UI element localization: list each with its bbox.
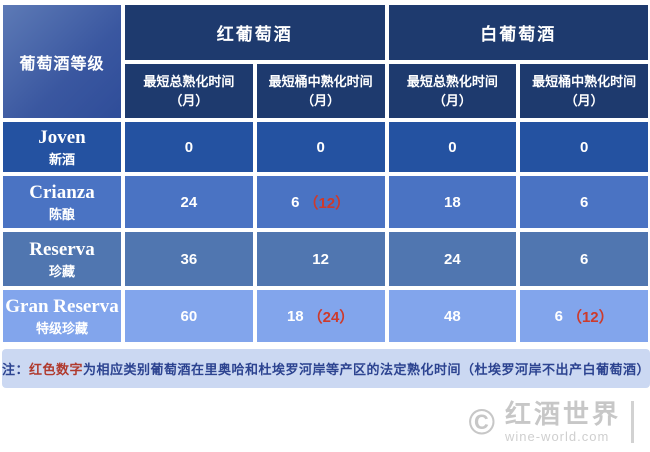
copyright-icon: ©: [468, 400, 495, 442]
row-name-cn: 陈酿: [48, 206, 75, 222]
table-cell: 0: [256, 122, 385, 172]
row-name-cn: 特级珍藏: [35, 320, 88, 336]
red-legal-value: （12）: [566, 308, 614, 326]
watermark: © 红酒世界 wine-world.com: [3, 400, 648, 444]
subheader-white-barrel-months: 最短桶中熟化时间 （月）: [520, 64, 648, 118]
table-cell: 6 （12）: [520, 290, 648, 342]
group-header-red-wine: 红葡萄酒: [125, 5, 385, 60]
watermark-site: wine-world.com: [504, 428, 610, 444]
table-cell: 48: [388, 290, 517, 342]
row-label-reserva: Reserva 珍藏: [3, 232, 121, 286]
table-cell: 0: [388, 122, 517, 172]
group-header-white-wine: 白葡萄酒: [388, 5, 648, 60]
subheader-red-total-months: 最短总熟化时间 （月）: [125, 64, 253, 118]
table-cell: 12: [256, 232, 385, 286]
subheader-red-barrel-months: 最短桶中熟化时间 （月）: [256, 64, 385, 118]
watermark-brand: 红酒世界: [504, 399, 621, 429]
wine-aging-table: 葡萄酒等级 红葡萄酒 白葡萄酒 最短总熟化时间 （月） 最短桶中熟化时间 （月）…: [3, 5, 648, 342]
row-name-en: Crianza: [29, 181, 95, 203]
table-cell: 36: [125, 232, 253, 286]
red-legal-value: （12）: [303, 194, 351, 212]
table-cell: 6 （12）: [256, 176, 385, 228]
red-legal-value: （24）: [307, 308, 355, 326]
table-cell: 24: [388, 232, 517, 286]
table-cell: 24: [125, 176, 253, 228]
table-cell: 6: [520, 232, 648, 286]
watermark-divider: [631, 400, 634, 443]
footnote-text: 为相应类别葡萄酒在里奥哈和杜埃罗河岸等产区的法定熟化时间（杜埃罗河岸不出产白葡萄…: [83, 362, 650, 377]
row-label-joven: Joven 新酒: [3, 122, 121, 172]
row-name-en: Reserva: [29, 238, 95, 260]
footnote-prefix: 注：: [2, 362, 30, 377]
table-cell: 6: [520, 176, 648, 228]
table-cell: 0: [125, 122, 253, 172]
row-label-gran-reserva: Gran Reserva 特级珍藏: [3, 290, 121, 342]
table-cell: 0: [520, 122, 648, 172]
corner-header-wine-grade: 葡萄酒等级: [3, 5, 121, 118]
table-cell: 18: [388, 176, 517, 228]
row-name-cn: 新酒: [48, 151, 75, 167]
table-cell: 60: [125, 290, 253, 342]
footnote-red-highlight: 红色数字: [29, 362, 84, 377]
row-name-en: Joven: [38, 126, 86, 148]
row-name-en: Gran Reserva: [5, 295, 119, 317]
row-label-crianza: Crianza 陈酿: [3, 176, 121, 228]
subheader-white-total-months: 最短总熟化时间 （月）: [388, 64, 517, 118]
footnote-bar: 注： 红色数字 为相应类别葡萄酒在里奥哈和杜埃罗河岸等产区的法定熟化时间（杜埃罗河岸…: [2, 349, 650, 388]
row-name-cn: 珍藏: [48, 263, 75, 279]
table-cell: 18 （24）: [256, 290, 385, 342]
